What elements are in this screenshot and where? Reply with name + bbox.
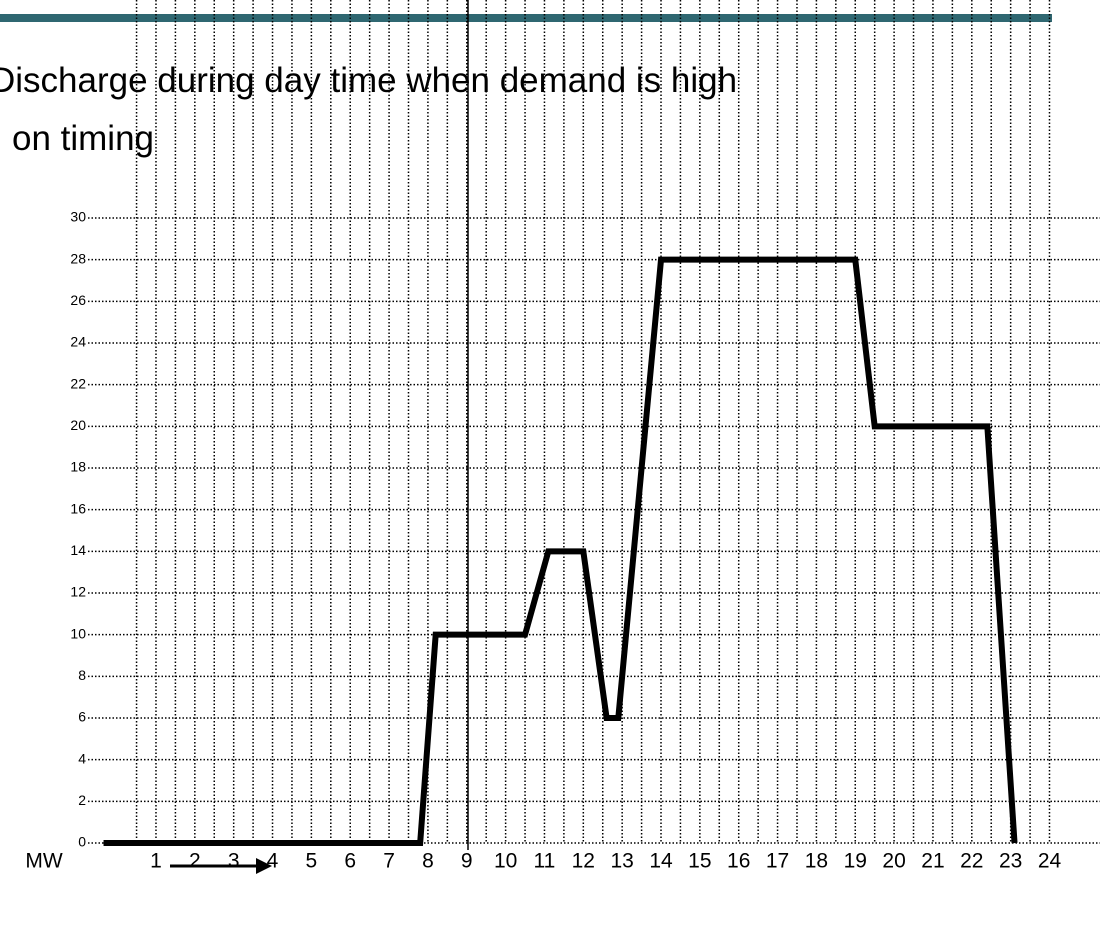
heading-line: Discharge during day time when demand is… [0, 61, 737, 100]
y-tick-label: 6 [78, 709, 86, 725]
data-line [103, 256, 1018, 846]
x-tick-label: 15 [688, 850, 711, 873]
x-tick-label: 19 [844, 850, 867, 873]
y-tick-label: 12 [70, 584, 86, 600]
x-tick-label: 2 [189, 850, 201, 873]
y-tick-label: 26 [70, 292, 86, 308]
y-tick-label: 4 [78, 750, 86, 766]
y-tick-label: 16 [70, 500, 86, 516]
x-tick-label: 18 [805, 850, 828, 873]
x-tick-label: 20 [882, 850, 905, 873]
y-tick-label: 8 [78, 667, 86, 683]
y-tick-label: 0 [78, 834, 86, 850]
y-tick-label: 20 [70, 417, 86, 433]
x-tick-label: 12 [572, 850, 595, 873]
y-unit-label: MW [25, 850, 62, 873]
x-tick-label: 3 [228, 850, 240, 873]
y-tick-label: 30 [70, 209, 86, 225]
x-tick-label: 17 [766, 850, 789, 873]
y-tick-label: 10 [70, 625, 86, 641]
x-tick-label: 1 [150, 850, 162, 873]
y-tick-label: 14 [70, 542, 86, 558]
y-tick-label: 22 [70, 375, 86, 391]
y-tick-label: 28 [70, 250, 86, 266]
heading-line: on timing [12, 119, 154, 158]
x-tick-label: 9 [461, 850, 473, 873]
x-tick-label: 5 [306, 850, 318, 873]
grid [88, 0, 1100, 844]
x-tick-label: 21 [921, 850, 944, 873]
x-tick-label: 23 [999, 850, 1022, 873]
x-tick-label: 8 [422, 850, 434, 873]
arrow-head [256, 858, 272, 874]
x-tick-label: 22 [960, 850, 983, 873]
x-tick-label: 6 [344, 850, 356, 873]
y-tick-label: 24 [70, 334, 86, 350]
x-tick-label: 10 [494, 850, 517, 873]
x-tick-label: 4 [267, 850, 279, 873]
y-tick-label: 18 [70, 459, 86, 475]
x-tick-label: 14 [649, 850, 673, 873]
x-tick-label: 7 [383, 850, 395, 873]
x-tick-label: 13 [610, 850, 633, 873]
x-tick-label: 11 [534, 850, 556, 873]
x-tick-label: 16 [727, 850, 750, 873]
y-tick-label: 2 [78, 792, 86, 808]
x-tick-label: 24 [1038, 850, 1062, 873]
banner-rule [0, 14, 1052, 22]
